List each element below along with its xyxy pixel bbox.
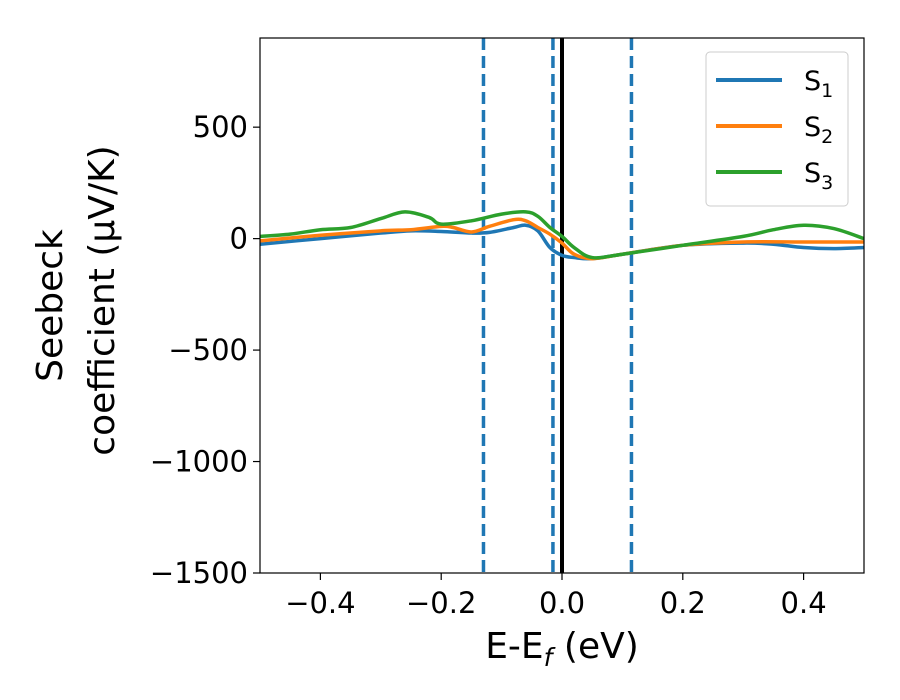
y-tick-label: 500 — [193, 110, 248, 144]
x-tick-label: −0.2 — [406, 586, 476, 620]
y-tick-label: −1000 — [150, 445, 248, 479]
legend-label-s1: S1 — [804, 66, 833, 102]
legend-box — [705, 51, 849, 207]
x-tick-label: −0.4 — [285, 586, 355, 620]
legend-label-sub: 1 — [821, 80, 833, 102]
y-tick-label: 0 — [230, 222, 248, 256]
y-tick-label: −1500 — [150, 556, 248, 590]
legend-label-s2: S2 — [804, 112, 833, 148]
y-tick-label: −500 — [168, 333, 248, 367]
y-axis-label-line2: coefficient (μV/K) — [82, 145, 123, 455]
legend-label-sub: 2 — [821, 126, 833, 148]
legend-label-s3: S3 — [804, 158, 833, 194]
y-axis-ticks: 500 0 −500 −1000 −1500 — [150, 110, 260, 590]
x-axis-ticks: −0.4 −0.2 0.0 0.2 0.4 — [285, 573, 827, 620]
x-tick-label: 0.4 — [781, 586, 827, 620]
x-tick-label: 0.2 — [660, 586, 706, 620]
legend-label-base: S — [804, 112, 821, 143]
series-line-s1 — [259, 223, 865, 261]
series-layer — [259, 210, 865, 261]
legend-label-base: S — [804, 158, 821, 189]
legend-label-sub: 3 — [821, 172, 833, 194]
series-line-s3 — [259, 210, 865, 260]
x-axis-label: E-Ef (eV) — [485, 626, 639, 672]
x-axis-label-tail: (eV) — [552, 626, 638, 667]
vertical-reference-lines — [481, 38, 634, 573]
x-tick-label: 0.0 — [539, 586, 585, 620]
legend-label-base: S — [804, 66, 821, 97]
y-axis-label-line1: Seebeck — [30, 229, 71, 382]
x-axis-label-base: E-E — [485, 626, 543, 667]
